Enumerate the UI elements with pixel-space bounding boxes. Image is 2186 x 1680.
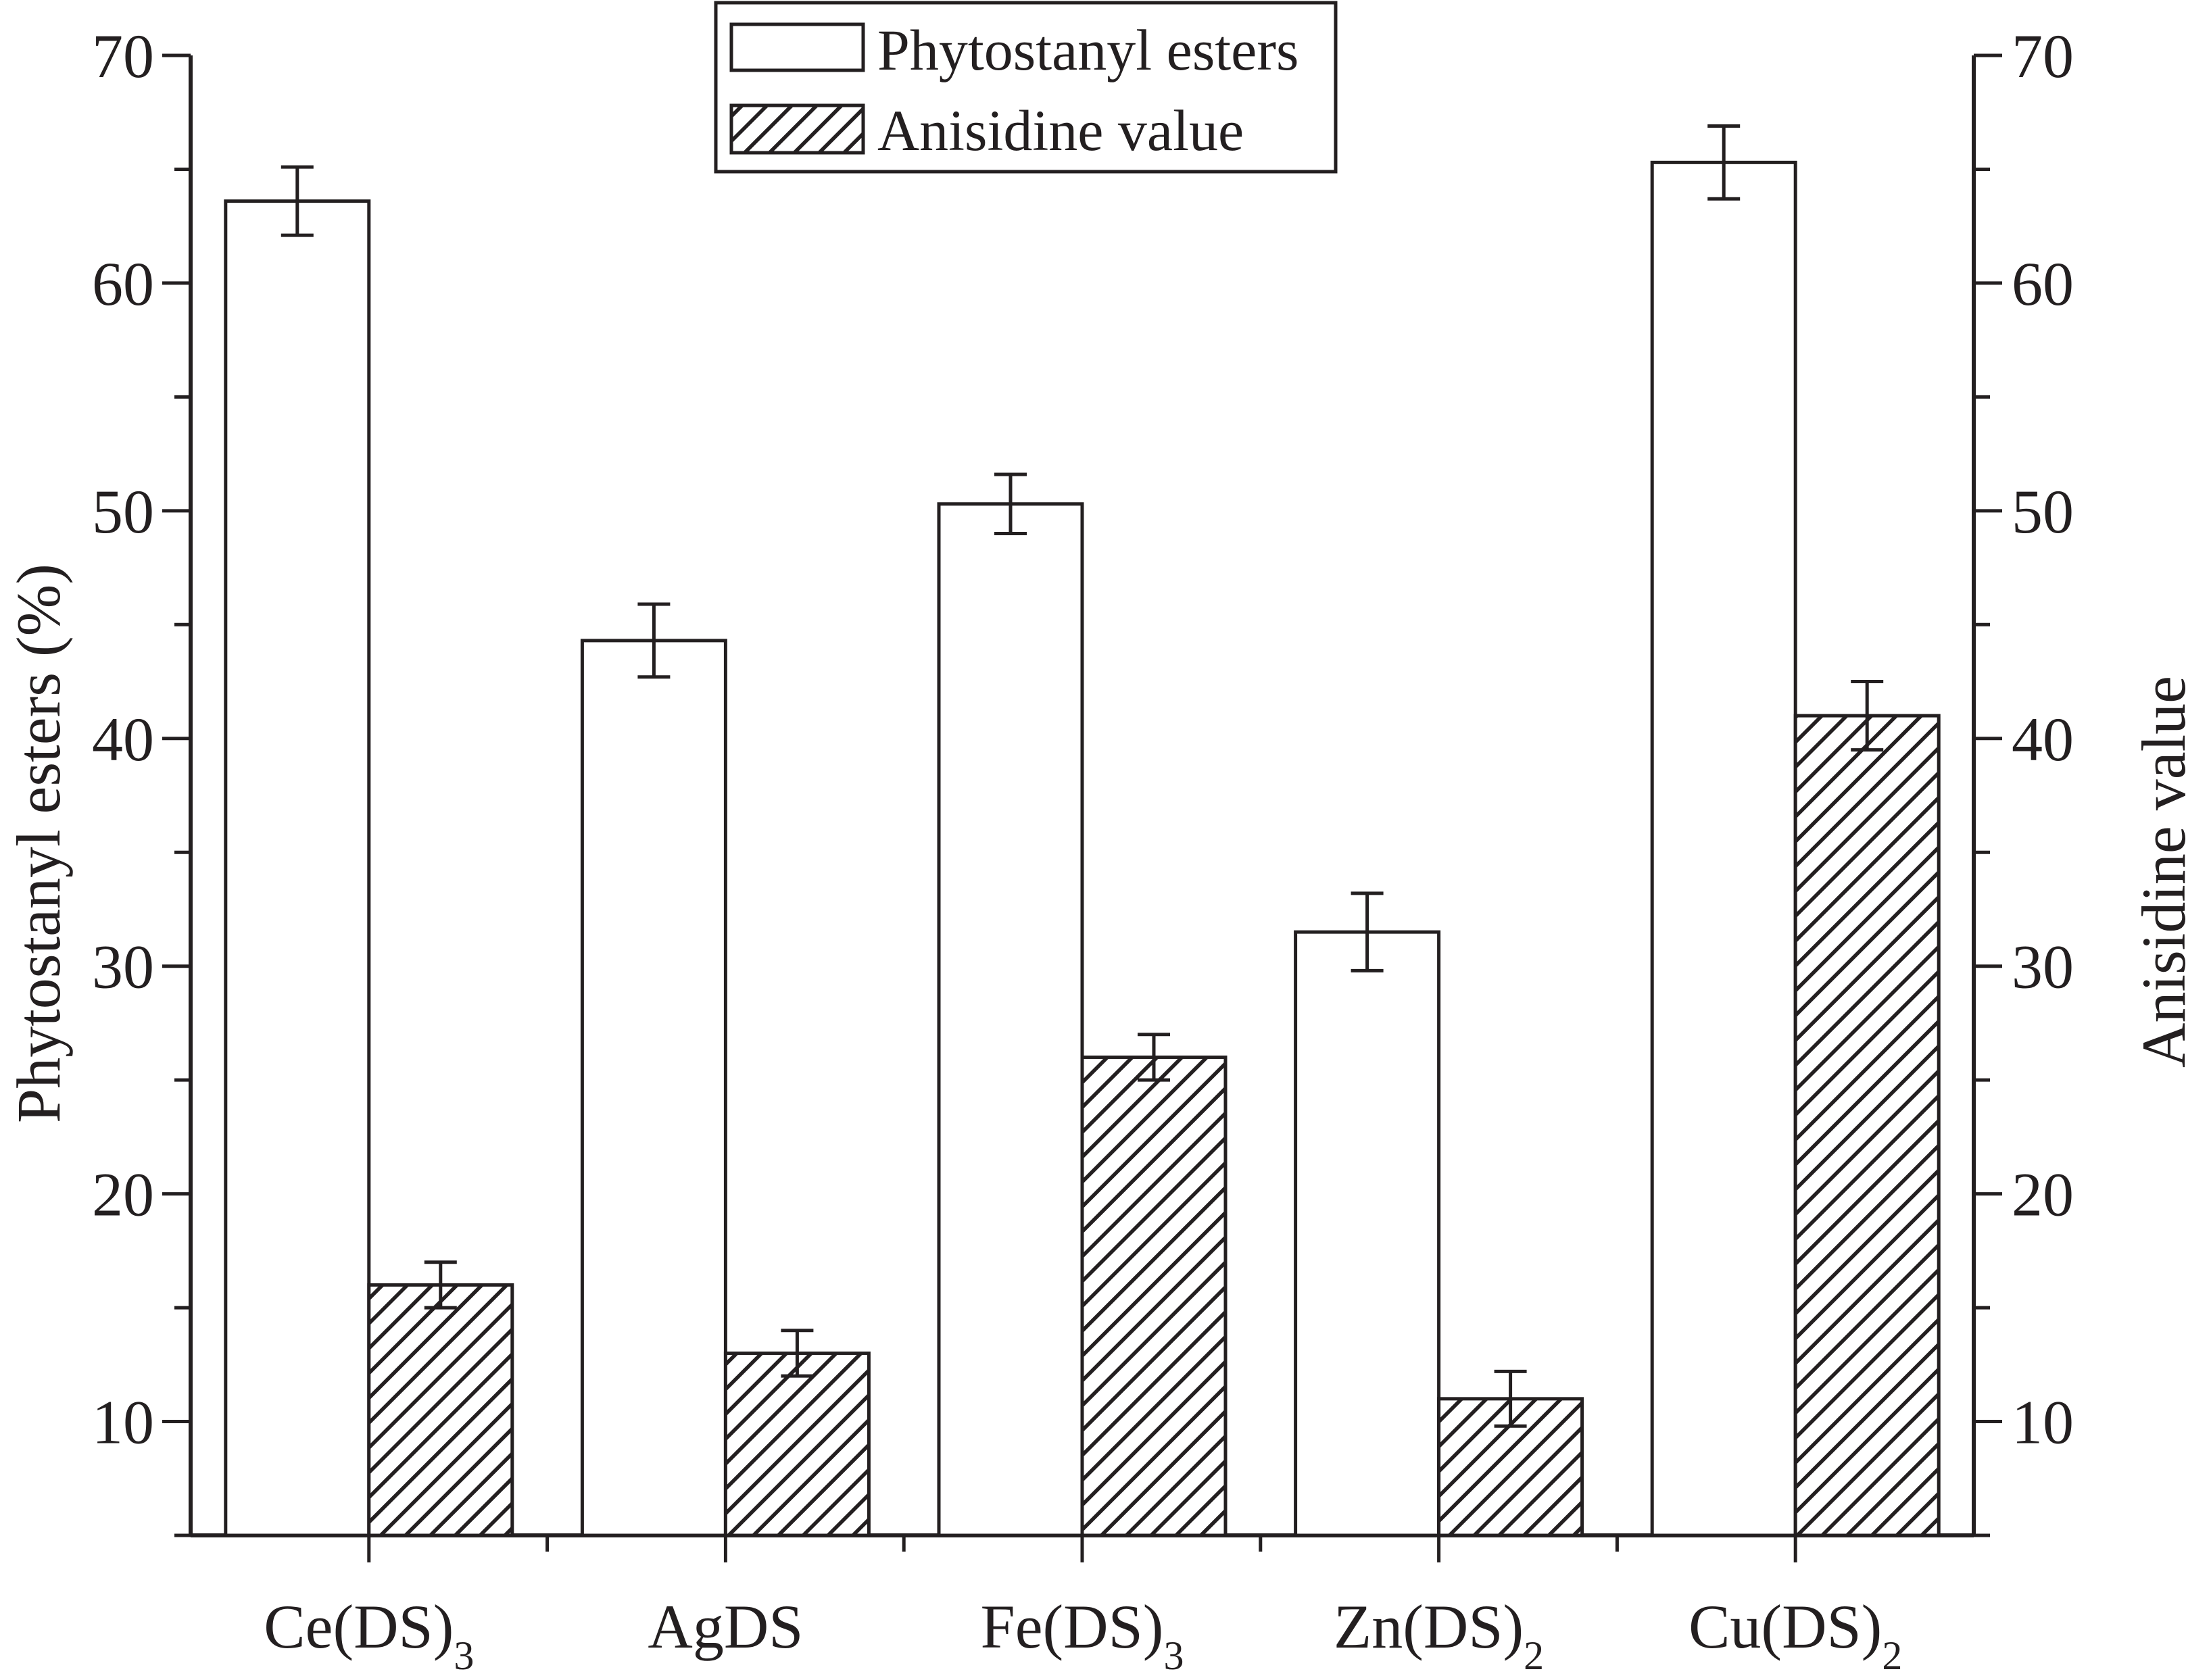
right-y-tick-label: 10 [2012,1388,2074,1457]
bar-phytostanyl-esters [224,199,371,1537]
bar-anisidine-value [367,1283,514,1537]
x-category-label: Fe(DS)3 [981,1592,1184,1678]
right-axis-title: Anisidine value [2129,676,2186,1068]
x-category-label: AgDS [648,1592,803,1661]
right-y-tick-label: 70 [2012,22,2074,91]
right-y-tick-label: 60 [2012,249,2074,318]
bar-anisidine-value [1080,1055,1228,1537]
x-category-label: Zn(DS)2 [1334,1592,1544,1678]
left-y-tick-label: 60 [92,249,154,318]
left-y-tick-label: 10 [92,1388,154,1457]
legend-label-anisidine-value: Anisidine value [877,98,1244,163]
right-y-tick-label: 20 [2012,1160,2074,1229]
x-category-label: Cu(DS)2 [1689,1592,1902,1678]
legend: Phytostanyl esters Anisidine value [714,1,1338,174]
bar-phytostanyl-esters [937,502,1084,1537]
bar-anisidine-value [1793,714,1941,1537]
bar-anisidine-value [723,1351,871,1537]
bars-layer [224,124,1941,1537]
left-y-tick-label: 20 [92,1160,154,1229]
left-axis-title: Phytostanyl esters (%) [4,564,73,1123]
left-y-tick-label: 70 [92,22,154,91]
right-y-tick-label: 40 [2012,705,2074,774]
bar-phytostanyl-esters [1650,160,1797,1537]
legend-label-phytostanyl-esters: Phytostanyl esters [877,18,1298,82]
bar-phytostanyl-esters [580,639,727,1537]
left-y-tick-label: 30 [92,933,154,1002]
right-y-tick-label: 50 [2012,477,2074,546]
legend-swatch-phytostanyl-esters [729,22,865,72]
legend-swatch-anisidine-value [729,103,865,155]
bar-phytostanyl-esters [1294,930,1441,1537]
left-y-tick-label: 50 [92,477,154,546]
left-y-tick-label: 40 [92,705,154,774]
x-category-label: Ce(DS)3 [264,1592,474,1678]
right-y-tick-label: 30 [2012,933,2074,1002]
